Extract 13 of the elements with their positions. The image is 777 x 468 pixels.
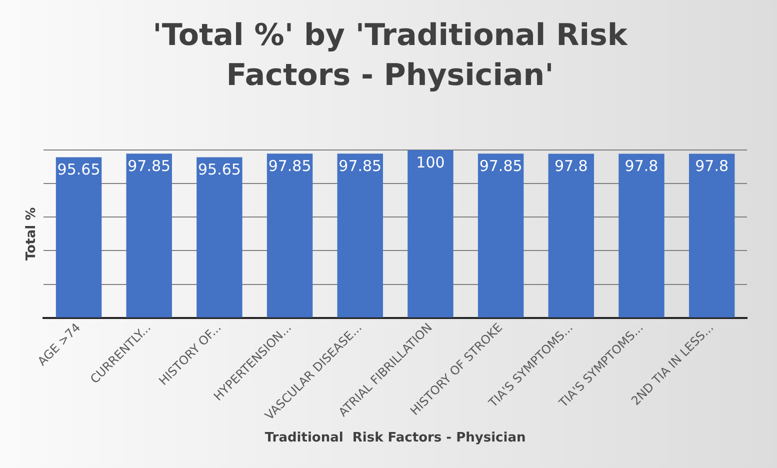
data-label: 97.85 xyxy=(479,157,522,175)
y-axis-title: Total % xyxy=(24,207,40,260)
x-axis-title: Traditional Risk Factors - Physician xyxy=(264,430,526,446)
data-label: 97.85 xyxy=(128,157,171,175)
data-label: 97.8 xyxy=(554,157,588,176)
data-label: 100 xyxy=(416,153,445,172)
data-label: 97.85 xyxy=(268,157,312,175)
chart-title: 'Total %' by 'Traditional Risk Factors - Physician' xyxy=(152,17,629,95)
data-label: 95.65 xyxy=(198,160,241,179)
data-label: 95.65 xyxy=(57,160,100,179)
data-label: 97.85 xyxy=(338,157,382,175)
data-label: 97.8 xyxy=(695,157,729,176)
data-label: 97.8 xyxy=(624,157,658,176)
